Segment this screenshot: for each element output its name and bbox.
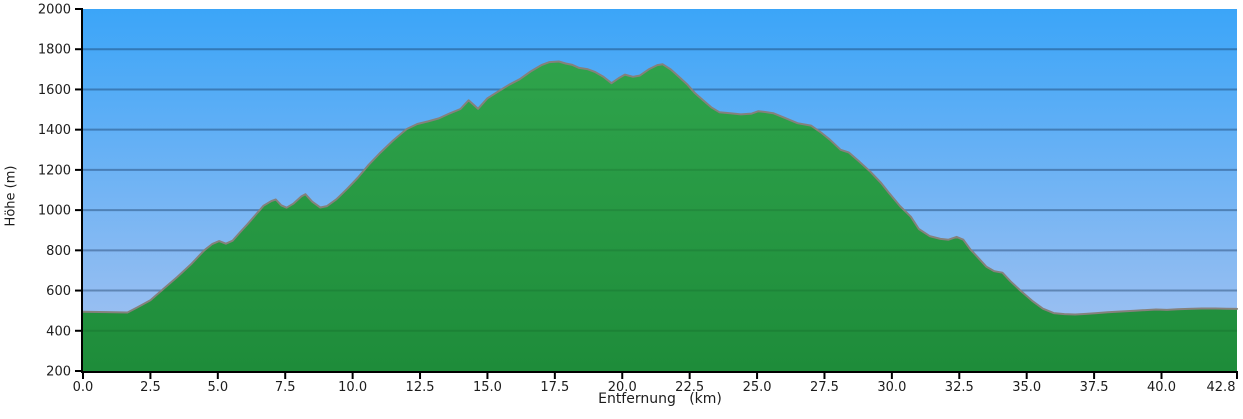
y-tick-label: 200 <box>46 365 71 380</box>
x-tick-label: 5.0 <box>207 380 228 395</box>
x-tick-label: 27.5 <box>810 380 839 395</box>
y-tick-label: 1600 <box>38 83 71 98</box>
x-tick-label: 30.0 <box>877 380 906 395</box>
x-tick-label: 42.8 <box>1207 380 1236 395</box>
y-tick-label: 1200 <box>38 163 71 178</box>
x-tick-label: 15.0 <box>473 380 502 395</box>
y-tick-label: 1000 <box>38 204 71 219</box>
y-tick-label: 1800 <box>38 43 71 58</box>
y-tick-label: 400 <box>46 324 71 339</box>
y-axis-title: Höhe (m) <box>3 165 19 227</box>
x-axis-title: Entfernung (km) <box>598 391 722 407</box>
x-tick-label: 37.5 <box>1080 380 1109 395</box>
y-tick-label: 2000 <box>38 3 71 18</box>
x-tick-label: 20.0 <box>608 380 637 395</box>
x-tick-label: 0.0 <box>73 380 94 395</box>
x-tick-label: 32.5 <box>945 380 974 395</box>
x-tick-label: 22.5 <box>675 380 704 395</box>
x-tick-label: 17.5 <box>540 380 569 395</box>
y-tick-label: 800 <box>46 244 71 259</box>
x-tick-label: 25.0 <box>743 380 772 395</box>
elevation-area <box>83 61 1237 371</box>
elevation-line <box>82 60 1238 316</box>
x-tick-label: 12.5 <box>406 380 435 395</box>
x-tick-label: 10.0 <box>338 380 367 395</box>
x-tick-label: 7.5 <box>275 380 296 395</box>
x-tick-label: 35.0 <box>1012 380 1041 395</box>
y-tick-label: 600 <box>46 284 71 299</box>
y-tick-label: 1400 <box>38 123 71 138</box>
x-tick-label: 2.5 <box>140 380 161 395</box>
x-tick-label: 40.0 <box>1147 380 1176 395</box>
